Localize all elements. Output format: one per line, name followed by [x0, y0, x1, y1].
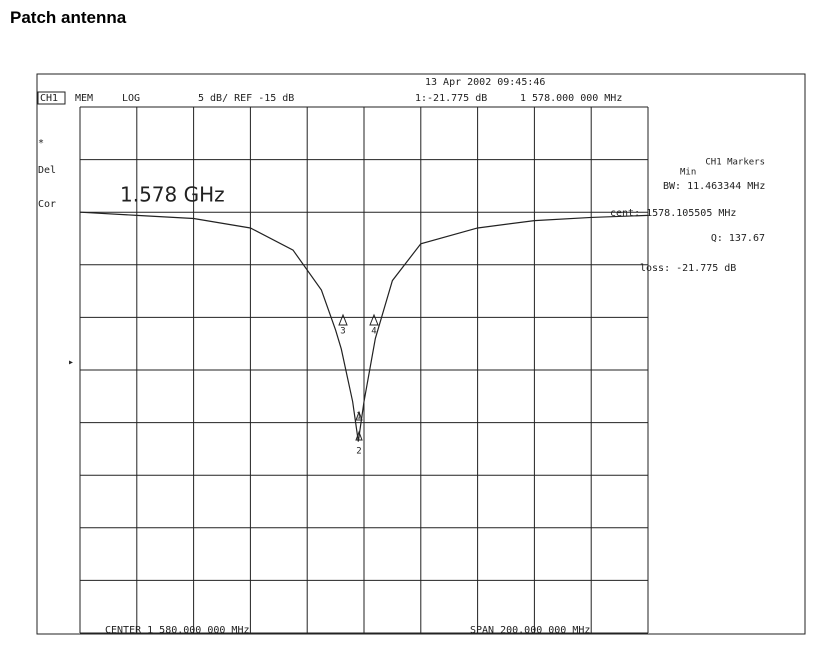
- mem: MEM: [75, 93, 93, 104]
- markers-panel: loss: -21.775 dB: [640, 263, 736, 274]
- markers-panel: Min: [680, 168, 696, 178]
- marker-triangles: [338, 313, 379, 441]
- marker-label: 4: [371, 327, 376, 337]
- marker-label: 2: [356, 447, 361, 457]
- marker-label: 1: [356, 412, 361, 422]
- format: LOG: [122, 93, 140, 104]
- span: SPAN 200.000 000 MHz: [470, 625, 590, 636]
- markers-panel: cent: 1578.105505 MHz: [610, 208, 736, 219]
- marker-freq: 1 578.000 000 MHz: [520, 93, 622, 104]
- grid: [79, 106, 649, 634]
- ref-arrow: ▸: [68, 357, 74, 368]
- trace: [79, 211, 649, 442]
- scale: 5 dB/ REF -15 dB: [198, 93, 294, 104]
- left-label: Del: [38, 165, 56, 176]
- markers-panel: BW: 11.463344 MHz: [663, 181, 765, 192]
- timestamp: 13 Apr 2002 09:45:46: [425, 77, 545, 88]
- markers-panel: CH1 Markers: [705, 158, 765, 168]
- marker-label: 3: [340, 327, 345, 337]
- frame: [36, 73, 806, 635]
- annotation: 1.578 GHz: [120, 183, 225, 207]
- marker-readout: 1:-21.775 dB: [415, 93, 487, 104]
- left-label: *: [38, 138, 44, 149]
- channel-box: [37, 91, 66, 105]
- left-label: Cor: [38, 199, 56, 210]
- center-freq: CENTER 1 580.000 000 MHz: [105, 625, 250, 636]
- channel: CH1: [40, 93, 58, 104]
- markers-panel: Q: 137.67: [711, 233, 765, 244]
- page-title: Patch antenna: [10, 8, 127, 27]
